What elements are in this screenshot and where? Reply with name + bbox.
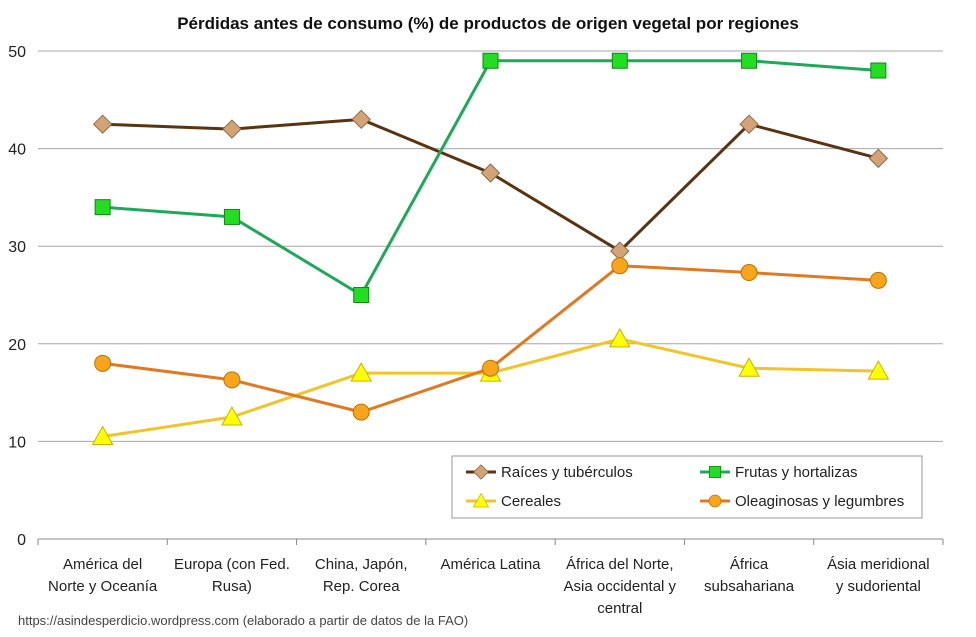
y-tick-label: 50 [8, 44, 26, 61]
data-point [223, 208, 240, 225]
data-point [741, 52, 758, 69]
data-point [351, 109, 371, 130]
y-tick-label: 10 [8, 434, 26, 451]
series-line [102, 117, 879, 253]
data-point [92, 114, 113, 134]
gridlines [38, 50, 943, 540]
data-point [738, 357, 760, 377]
legend: Raíces y tubérculos Frutas y hortalizas Ce… [451, 455, 923, 519]
data-point [869, 271, 887, 289]
y-tick-label: 0 [17, 532, 26, 549]
data-point [870, 62, 887, 79]
series-square [94, 52, 887, 303]
series-circle [94, 257, 887, 421]
legend-item: Oleaginosas y legumbres [700, 493, 904, 510]
source-note: https://asindesperdicio.wordpress.com (e… [18, 613, 468, 628]
y-tick-label: 40 [8, 142, 26, 159]
legend-box [451, 455, 923, 519]
data-point [91, 425, 114, 446]
x-category-label: China, Japón, Rep. Corea [315, 556, 408, 595]
data-point [352, 403, 370, 421]
data-point [221, 405, 243, 426]
chart-title: Pérdidas antes de consumo (%) de product… [177, 14, 799, 33]
data-point [611, 52, 628, 69]
data-point [740, 264, 758, 282]
y-tick-label: 20 [8, 337, 26, 354]
data-point [353, 287, 370, 303]
legend-swatch-marker [472, 492, 490, 508]
legend-swatch-marker [709, 466, 721, 478]
legend-item: Frutas y hortalizas [700, 464, 858, 481]
data-point [867, 360, 890, 380]
y-axis-ticks: 0 10 20 30 40 50 [8, 44, 26, 549]
data-point [482, 359, 499, 377]
legend-label: Oleaginosas y legumbres [735, 493, 904, 510]
legend-label: Raíces y tubérculos [501, 464, 633, 481]
y-tick-label: 30 [8, 239, 26, 256]
legend-swatch-marker [708, 494, 722, 508]
x-category-label: África del Norte, Asia occidental y centra… [564, 556, 677, 617]
data-point [480, 163, 501, 183]
series-triangle [91, 327, 890, 446]
data-point [350, 362, 373, 382]
x-category-label: Europa (con Fed. Rusa) [174, 556, 290, 595]
data-point [94, 199, 111, 216]
data-point [482, 52, 499, 69]
legend-swatch-marker [473, 464, 489, 480]
x-category-label: América Latina [440, 556, 541, 573]
legend-label: Cereales [501, 493, 561, 510]
series-line [102, 337, 879, 439]
legend-item: Raíces y tubérculos [466, 464, 633, 481]
data-point [608, 327, 631, 348]
series-line [102, 264, 879, 414]
legend-item: Cereales [466, 492, 561, 510]
data-point [611, 257, 629, 275]
data-point [868, 148, 889, 169]
series-diamond [92, 109, 889, 261]
data-point [223, 371, 241, 389]
x-category-label: Ásia meridional y sudoriental [827, 556, 930, 595]
data-point [222, 119, 242, 139]
x-category-label: África subsahariana [704, 556, 795, 595]
data-point [94, 354, 112, 372]
x-axis: América del Norte y Oceanía Europa (con Fe… [37, 539, 944, 617]
legend-label: Frutas y hortalizas [735, 464, 858, 481]
data-point [739, 114, 759, 134]
x-category-label: América del Norte y Oceanía [48, 556, 158, 595]
series-layer [91, 52, 890, 446]
